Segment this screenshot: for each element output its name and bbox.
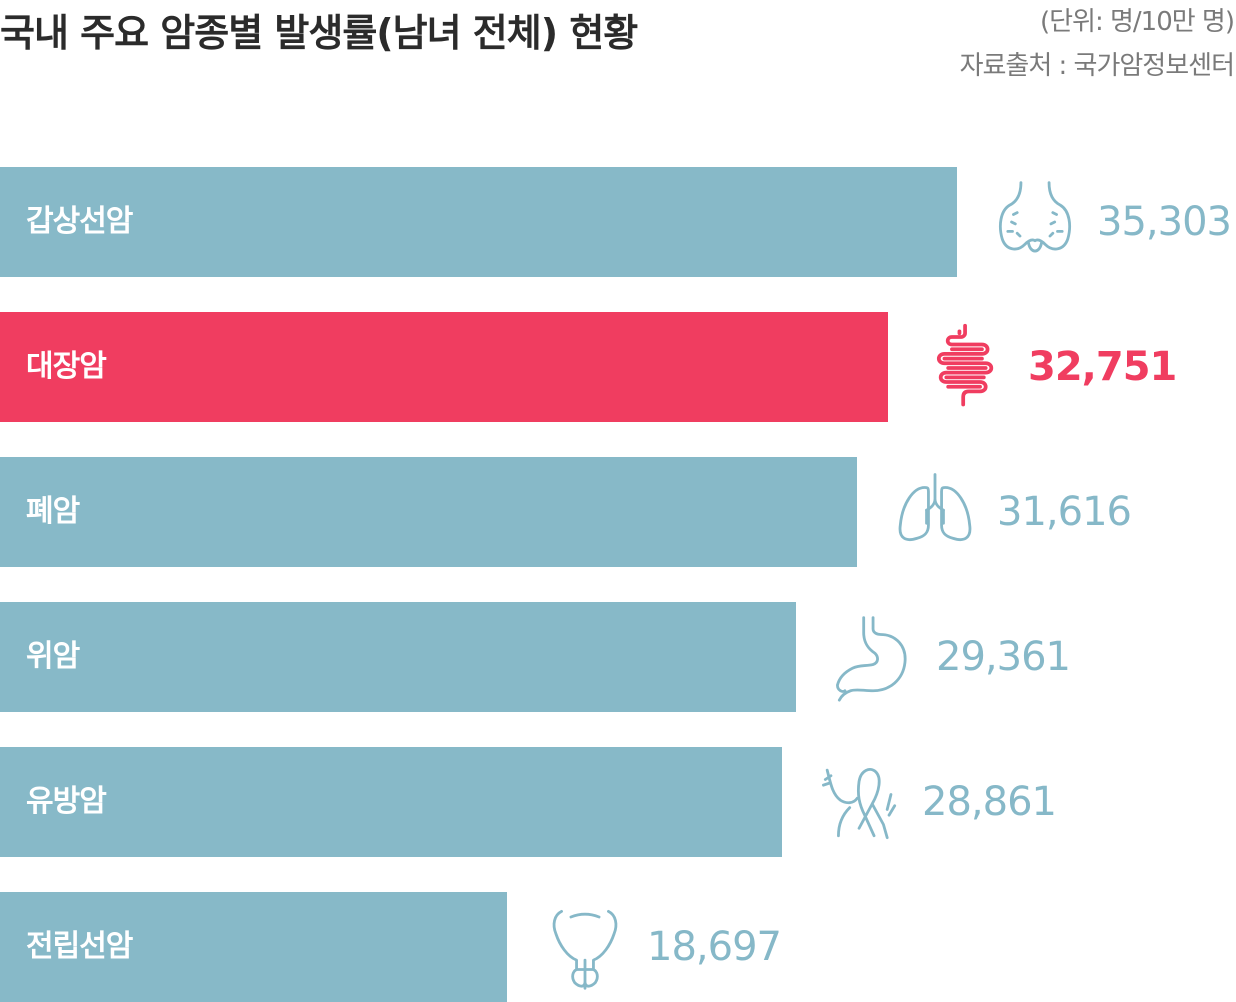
bar: [0, 747, 782, 857]
intestine-icon: [921, 322, 1011, 412]
bar: [0, 602, 796, 712]
bar-row: 갑상선암 35,303: [0, 167, 1236, 277]
category-label: 폐암: [26, 494, 80, 529]
category-label: 갑상선암: [26, 204, 133, 239]
unit-note: (단위: 명/10만 명): [1039, 7, 1235, 37]
lungs-icon: [890, 467, 980, 557]
value-label: 35,303: [1097, 199, 1232, 245]
bar-row: 위암 29,361: [0, 602, 1236, 712]
prostate-icon: [540, 902, 630, 992]
value-label: 32,751: [1028, 344, 1177, 390]
category-label: 유방암: [26, 784, 107, 819]
value-label: 29,361: [936, 634, 1071, 680]
bar: [0, 312, 888, 422]
value-label: 18,697: [647, 924, 782, 970]
chart-title: 국내 주요 암종별 발생률(남녀 전체) 현황: [0, 11, 638, 55]
bar-row: 유방암 28,861: [0, 747, 1236, 857]
thyroid-icon: [990, 177, 1080, 267]
bar-row: 폐암 31,616: [0, 457, 1236, 567]
bar-row: 전립선암 18,697: [0, 892, 1236, 1002]
breast-icon: [815, 757, 905, 847]
bar-row: 대장암 32,751: [0, 312, 1236, 422]
category-label: 전립선암: [26, 929, 133, 964]
category-label: 대장암: [26, 349, 107, 384]
stomach-icon: [829, 612, 919, 702]
source-note: 자료출처 : 국가암정보센터: [959, 51, 1235, 81]
bar: [0, 457, 857, 567]
chart-meta: (단위: 명/10만 명) 자료출처 : 국가암정보센터: [959, 0, 1235, 88]
bar: [0, 167, 957, 277]
category-label: 위암: [26, 639, 80, 674]
value-label: 31,616: [997, 489, 1132, 535]
bar: [0, 892, 507, 1002]
value-label: 28,861: [922, 779, 1057, 825]
